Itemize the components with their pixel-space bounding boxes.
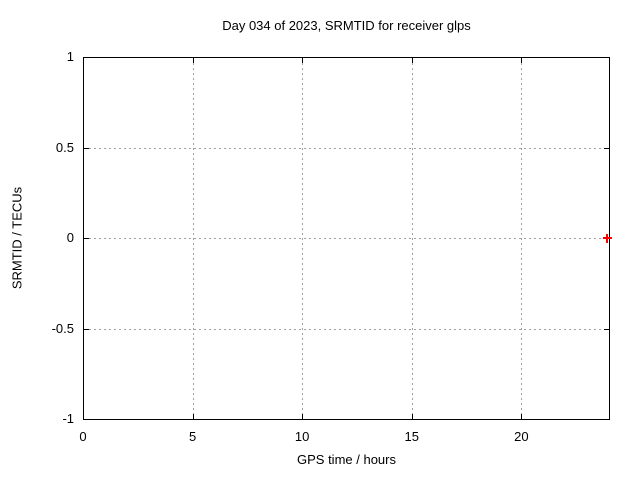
x-tick-mark-bottom xyxy=(192,414,194,419)
x-tick-label: 5 xyxy=(188,429,197,444)
x-tick-mark-top xyxy=(192,58,194,63)
x-axis-label: GPS time / hours xyxy=(297,452,396,467)
x-tick-mark-bottom xyxy=(411,414,413,419)
y-tick-mark-left xyxy=(84,147,89,149)
y-tick-label: 1 xyxy=(66,49,74,64)
x-tick-label: 0 xyxy=(79,429,87,444)
chart-title: Day 034 of 2023, SRMTID for receiver glp… xyxy=(222,18,471,33)
x-tick-label: 20 xyxy=(514,429,529,444)
y-tick-label: -0.5 xyxy=(51,320,74,336)
y-gridline xyxy=(84,238,608,239)
x-tick-mark-top xyxy=(521,58,523,63)
y-tick-mark-right xyxy=(604,147,609,149)
x-tick-mark-bottom xyxy=(521,414,523,419)
x-tick-mark-top xyxy=(83,58,84,63)
x-tick-mark-top xyxy=(411,58,413,63)
x-tick-label: 10 xyxy=(294,429,310,444)
y-gridline xyxy=(84,328,608,330)
x-tick-mark-bottom xyxy=(83,414,84,419)
y-tick-mark-left xyxy=(84,57,89,58)
y-tick-label: 0.5 xyxy=(55,139,74,155)
data-point-marker xyxy=(605,234,608,243)
y-tick-mark-right xyxy=(604,419,609,420)
x-tick-mark-top xyxy=(302,58,304,63)
y-tick-mark-right xyxy=(604,57,609,58)
y-tick-label: 0 xyxy=(66,230,74,245)
x-tick-mark-bottom xyxy=(302,414,304,419)
y-tick-mark-right xyxy=(604,328,609,330)
y-tick-mark-left xyxy=(84,419,89,420)
y-tick-mark-left xyxy=(84,328,89,330)
x-tick-label: 15 xyxy=(404,429,419,444)
y-gridline xyxy=(84,147,608,149)
y-tick-mark-left xyxy=(84,238,89,239)
y-tick-label: -1 xyxy=(62,411,74,426)
